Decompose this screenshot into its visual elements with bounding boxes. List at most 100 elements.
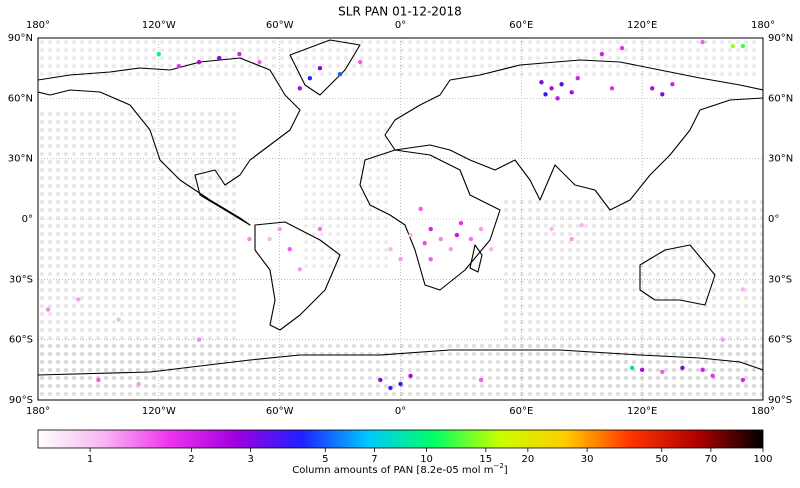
lon-label-top: 180° bbox=[26, 20, 50, 31]
data-point bbox=[599, 51, 605, 57]
data-point bbox=[478, 377, 484, 383]
data-point bbox=[116, 317, 121, 322]
data-point bbox=[543, 92, 548, 97]
colorbar-tick-label: 100 bbox=[753, 454, 772, 465]
data-point bbox=[257, 59, 262, 65]
map-frame bbox=[37, 37, 764, 401]
colorbar-tick-label: 10 bbox=[420, 454, 433, 465]
data-point bbox=[388, 385, 393, 391]
data-point bbox=[277, 226, 282, 232]
data-point bbox=[609, 86, 615, 91]
colorbar-tick-label: 3 bbox=[247, 454, 253, 465]
data-point bbox=[488, 246, 494, 252]
lon-label-top: 120°E bbox=[627, 20, 657, 31]
colorbar-tick-label: 7 bbox=[371, 454, 377, 465]
data-point bbox=[619, 45, 625, 51]
lon-label-bottom: 60°E bbox=[509, 406, 533, 417]
lat-label-right: 30°S bbox=[768, 274, 792, 285]
data-point bbox=[639, 367, 645, 373]
data-point bbox=[740, 377, 746, 383]
lat-label-right: 60°N bbox=[768, 93, 793, 104]
lon-label-top: 180° bbox=[751, 20, 775, 31]
data-point bbox=[539, 80, 544, 85]
data-point bbox=[650, 86, 655, 91]
data-point bbox=[428, 226, 433, 232]
data-point bbox=[422, 240, 427, 246]
data-point bbox=[555, 96, 560, 101]
colorbar-tick-label: 70 bbox=[705, 454, 718, 465]
lat-label-left: 30°N bbox=[8, 154, 33, 165]
lat-label-right: 0° bbox=[768, 214, 779, 225]
data-point bbox=[478, 226, 484, 232]
lat-label-right: 90°S bbox=[768, 395, 792, 406]
data-point bbox=[378, 377, 383, 383]
lat-label-left: 60°N bbox=[8, 93, 33, 104]
data-point bbox=[136, 381, 141, 387]
data-point bbox=[196, 337, 202, 342]
lon-label-bottom: 0° bbox=[395, 406, 406, 417]
data-point bbox=[408, 232, 413, 238]
data-point bbox=[297, 267, 303, 272]
data-point bbox=[720, 337, 725, 342]
lon-label-top: 60°E bbox=[509, 20, 533, 31]
data-point bbox=[156, 51, 162, 57]
data-point bbox=[700, 367, 705, 373]
data-point bbox=[670, 82, 675, 87]
data-point bbox=[629, 365, 635, 371]
data-point bbox=[700, 39, 705, 45]
lon-label-bottom: 60°W bbox=[266, 406, 294, 417]
lat-label-right: 30°N bbox=[768, 154, 793, 165]
data-point bbox=[454, 232, 460, 238]
data-point bbox=[569, 236, 574, 242]
lon-label-bottom: 180° bbox=[26, 406, 50, 417]
lat-label-left: 60°S bbox=[9, 335, 33, 346]
data-point bbox=[247, 236, 252, 242]
colorbar-tick-label: 30 bbox=[581, 454, 594, 465]
lat-label-right: 90°N bbox=[768, 33, 793, 44]
colorbar-tick-label: 20 bbox=[521, 454, 534, 465]
data-point bbox=[730, 43, 735, 49]
data-point bbox=[96, 377, 101, 383]
data-point bbox=[358, 59, 363, 65]
data-point bbox=[549, 226, 554, 232]
data-point bbox=[408, 373, 413, 379]
colorbar-label: Column amounts of PAN [8.2e-05 mol m−2] bbox=[292, 462, 508, 476]
lon-label-top: 120°W bbox=[142, 20, 176, 31]
data-point bbox=[76, 297, 81, 302]
map-title: SLR PAN 01-12-2018 bbox=[338, 5, 462, 19]
data-point bbox=[428, 257, 433, 262]
data-point bbox=[317, 65, 323, 71]
data-point bbox=[398, 381, 403, 387]
data-point bbox=[740, 43, 746, 49]
data-point bbox=[237, 51, 242, 57]
background-samples bbox=[38, 40, 763, 400]
colorbar-tick-label: 1 bbox=[87, 454, 93, 465]
data-point bbox=[579, 222, 584, 228]
data-point bbox=[660, 369, 665, 375]
colorbar-tick-label: 2 bbox=[188, 454, 194, 465]
lon-label-bottom: 120°E bbox=[627, 406, 657, 417]
data-point bbox=[176, 63, 182, 69]
data-point bbox=[45, 307, 51, 312]
lon-label-top: 60°W bbox=[266, 20, 294, 31]
data-point bbox=[549, 86, 554, 91]
data-point bbox=[438, 236, 443, 242]
data-point bbox=[317, 226, 323, 232]
lon-label-bottom: 120°W bbox=[142, 406, 176, 417]
data-point bbox=[388, 246, 393, 252]
data-point bbox=[559, 82, 564, 87]
data-point bbox=[307, 76, 313, 81]
colorbar-tick-label: 5 bbox=[322, 454, 328, 465]
data-point bbox=[418, 206, 423, 212]
data-point bbox=[468, 236, 474, 242]
lat-label-left: 0° bbox=[22, 214, 33, 225]
data-point bbox=[287, 246, 292, 252]
data-point bbox=[458, 220, 464, 226]
data-point bbox=[217, 55, 222, 61]
colorbar-label-end: ] bbox=[504, 465, 508, 476]
lat-label-left: 90°N bbox=[8, 33, 33, 44]
data-point bbox=[337, 72, 343, 77]
data-point bbox=[710, 373, 715, 379]
data-point bbox=[448, 246, 454, 252]
